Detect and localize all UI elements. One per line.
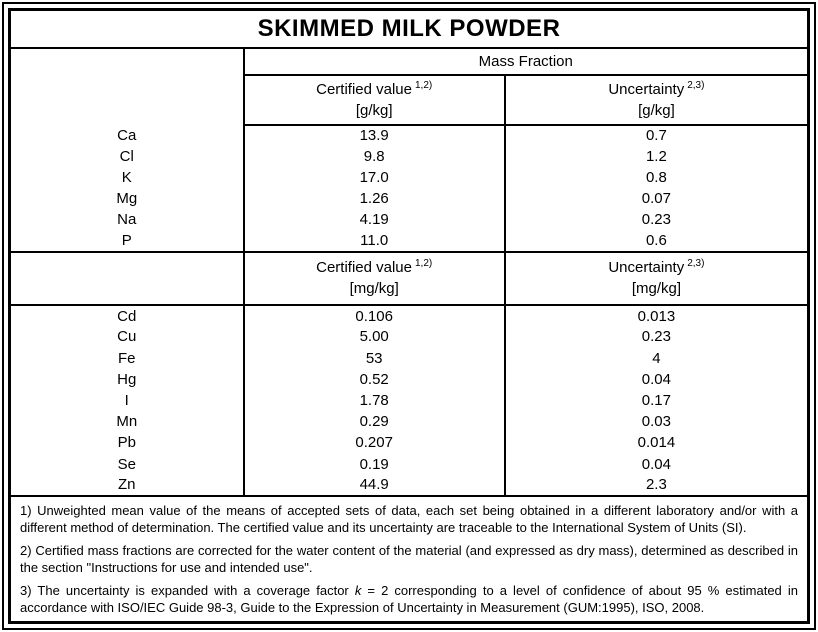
table-row: Fe 53 4 bbox=[9, 347, 809, 369]
element-column-spacer bbox=[9, 47, 245, 125]
col-header-certified-gkg: Certified value 1,2) [g/kg] bbox=[243, 75, 506, 126]
element-column-spacer-2 bbox=[9, 250, 245, 307]
certified-value: 0.207 bbox=[243, 432, 506, 454]
element-symbol: Cl bbox=[9, 145, 245, 167]
certified-value: 4.19 bbox=[243, 209, 506, 231]
certified-value: 0.19 bbox=[243, 453, 506, 475]
table-row: I 1.78 0.17 bbox=[9, 389, 809, 412]
element-symbol: Fe bbox=[9, 347, 245, 369]
col-header-uncertainty-mgkg: Uncertainty 2,3) [mg/kg] bbox=[504, 250, 809, 307]
element-symbol: Pb bbox=[9, 432, 245, 454]
certified-value: 44.9 bbox=[243, 474, 506, 496]
certified-value: 1.26 bbox=[243, 188, 506, 210]
certified-value: 11.0 bbox=[243, 230, 506, 252]
table-row: P 11.0 0.6 bbox=[9, 230, 809, 252]
certified-value: 5.00 bbox=[243, 326, 506, 348]
table-row: Zn 44.9 2.3 bbox=[9, 474, 809, 496]
element-symbol: Mn bbox=[9, 411, 245, 433]
table-row: Na 4.19 0.23 bbox=[9, 209, 809, 231]
subheader-row-mgkg: Certified value 1,2) [mg/kg] Uncertainty 2… bbox=[9, 250, 809, 307]
certified-value: 1.78 bbox=[243, 389, 506, 412]
certified-value: 53 bbox=[243, 347, 506, 369]
table-row: Mn 0.29 0.03 bbox=[9, 411, 809, 433]
element-symbol: Mg bbox=[9, 188, 245, 210]
gkg-data-rows: Ca 13.9 0.7 Cl 9.8 1.2 K 17.0 0.8 Mg 1.26 0.07 Na 4.1… bbox=[9, 124, 809, 252]
uncertainty-value: 4 bbox=[652, 349, 661, 367]
element-symbol: Se bbox=[9, 453, 245, 475]
certified-value: 9.8 bbox=[243, 145, 506, 167]
title-row: SKIMMED MILK POWDER bbox=[9, 9, 809, 49]
uncertainty-footnote-marks: 2,3) bbox=[687, 258, 705, 270]
element-symbol: Na bbox=[9, 209, 245, 231]
group-header-row: Mass Fraction bbox=[9, 47, 809, 125]
element-symbol: Ca bbox=[9, 124, 245, 146]
coverage-factor-k: k bbox=[354, 582, 362, 598]
certified-label: Certified value bbox=[316, 259, 412, 277]
element-symbol: K bbox=[9, 166, 245, 189]
uncertainty-footnote-marks: 2,3) bbox=[687, 79, 705, 91]
table-row: Ca 13.9 0.7 bbox=[9, 124, 809, 146]
element-symbol: Hg bbox=[9, 368, 245, 390]
uncertainty-value: 0.7 bbox=[645, 127, 667, 145]
table-row: Hg 0.52 0.04 bbox=[9, 368, 809, 390]
uncertainty-value: 0.07 bbox=[641, 190, 671, 208]
table-row: Se 0.19 0.04 bbox=[9, 453, 809, 475]
table-row: Mg 1.26 0.07 bbox=[9, 188, 809, 210]
element-symbol: I bbox=[9, 389, 245, 412]
uncertainty-value: 0.03 bbox=[641, 413, 671, 431]
certified-value: 17.0 bbox=[243, 166, 506, 189]
table-row: Pb 0.207 0.014 bbox=[9, 432, 809, 454]
footnotes-row: 1) Unweighted mean value of the means of… bbox=[9, 494, 809, 623]
element-symbol: Zn bbox=[9, 474, 245, 496]
footnote-3-text: 3) The uncertainty is expanded with a co… bbox=[20, 582, 355, 598]
uncertainty-unit: [mg/kg] bbox=[631, 280, 681, 298]
uncertainty-value: 0.013 bbox=[637, 307, 676, 325]
certified-label: Certified value bbox=[316, 80, 412, 98]
certificate-table: SKIMMED MILK POWDER Mass Fraction Certif… bbox=[8, 8, 810, 624]
group-header-mass-fraction: Mass Fraction bbox=[243, 47, 809, 77]
table-row: Cl 9.8 1.2 bbox=[9, 145, 809, 167]
uncertainty-value: 0.8 bbox=[645, 169, 667, 186]
certified-unit: [mg/kg] bbox=[349, 280, 399, 298]
mgkg-data-rows: Cd 0.106 0.013 Cu 5.00 0.23 Fe 53 4 Hg 0.52 0.04 I 1.… bbox=[9, 305, 809, 496]
table-row: Cd 0.106 0.013 bbox=[9, 305, 809, 327]
certified-value: 13.9 bbox=[243, 124, 506, 146]
uncertainty-value: 0.23 bbox=[641, 211, 671, 229]
uncertainty-label: Uncertainty bbox=[608, 259, 685, 277]
table-row: Cu 5.00 0.23 bbox=[9, 326, 809, 348]
uncertainty-value: 0.04 bbox=[641, 455, 671, 473]
uncertainty-value: 0.014 bbox=[637, 434, 676, 452]
uncertainty-unit: [g/kg] bbox=[638, 101, 675, 119]
certified-value: 0.106 bbox=[243, 305, 506, 327]
col-header-certified-mgkg: Certified value 1,2) [mg/kg] bbox=[243, 250, 506, 307]
certified-value: 0.29 bbox=[243, 411, 506, 433]
element-symbol: Cu bbox=[9, 326, 245, 348]
subheader-row-gkg: Certified value 1,2) [g/kg] Uncertainty 2,… bbox=[10, 75, 809, 126]
footnote-3-text-cont: = 2 corresponding to a level of confiden… bbox=[20, 582, 798, 615]
certified-footnote-marks: 1,2) bbox=[415, 258, 433, 270]
certified-footnote-marks: 1,2) bbox=[415, 79, 433, 91]
col-header-uncertainty-gkg: Uncertainty 2,3) [g/kg] bbox=[504, 75, 809, 126]
table-row: K 17.0 0.8 bbox=[9, 166, 809, 189]
uncertainty-value: 0.04 bbox=[641, 370, 671, 388]
uncertainty-value: 0.17 bbox=[641, 391, 671, 409]
footnote-1: 1) Unweighted mean value of the means of… bbox=[20, 502, 798, 535]
element-symbol: Cd bbox=[9, 305, 245, 327]
uncertainty-value: 0.23 bbox=[641, 328, 671, 346]
uncertainty-value: 2.3 bbox=[645, 476, 667, 494]
uncertainty-value: 0.6 bbox=[645, 232, 667, 250]
uncertainty-value: 1.2 bbox=[645, 147, 667, 165]
certified-unit: [g/kg] bbox=[355, 101, 393, 119]
certified-value: 0.52 bbox=[243, 368, 506, 390]
page-title: SKIMMED MILK POWDER bbox=[9, 9, 809, 49]
uncertainty-label: Uncertainty bbox=[608, 80, 685, 98]
footnote-2: 2) Certified mass fractions are correcte… bbox=[20, 542, 798, 575]
footnotes-section: 1) Unweighted mean value of the means of… bbox=[9, 494, 809, 623]
element-symbol: P bbox=[9, 230, 245, 252]
footnote-3: 3) The uncertainty is expanded with a co… bbox=[20, 582, 798, 616]
